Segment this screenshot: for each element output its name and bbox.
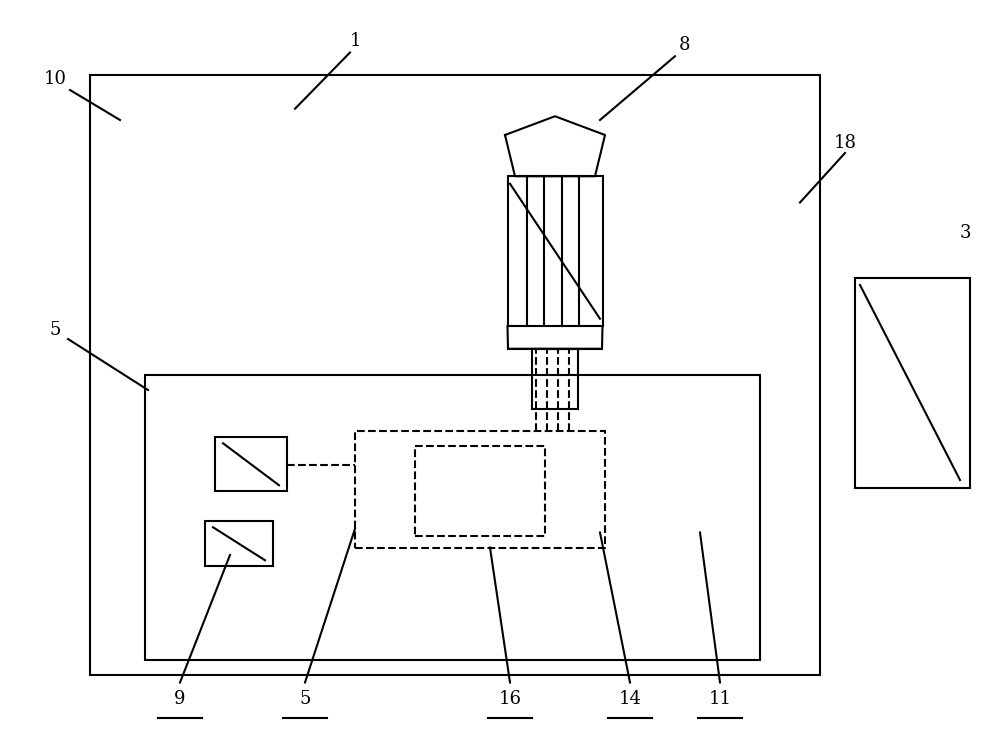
Text: 8: 8 [679,36,691,54]
Bar [532,349,578,409]
Bar [855,278,970,488]
Bar [355,431,605,548]
Text: 3: 3 [959,224,971,242]
Bar [145,375,760,660]
Text: 14: 14 [619,690,641,708]
Bar [215,437,287,491]
Text: 16: 16 [498,690,522,708]
Bar [205,521,273,566]
Text: 18: 18 [834,134,856,152]
Text: 1: 1 [349,32,361,50]
Text: 10: 10 [44,70,66,88]
Bar [508,176,602,326]
Text: 5: 5 [299,690,311,708]
Bar [90,75,820,675]
Text: 11: 11 [708,690,732,708]
Bar [415,446,545,536]
Text: 5: 5 [49,321,61,339]
Text: 9: 9 [174,690,186,708]
